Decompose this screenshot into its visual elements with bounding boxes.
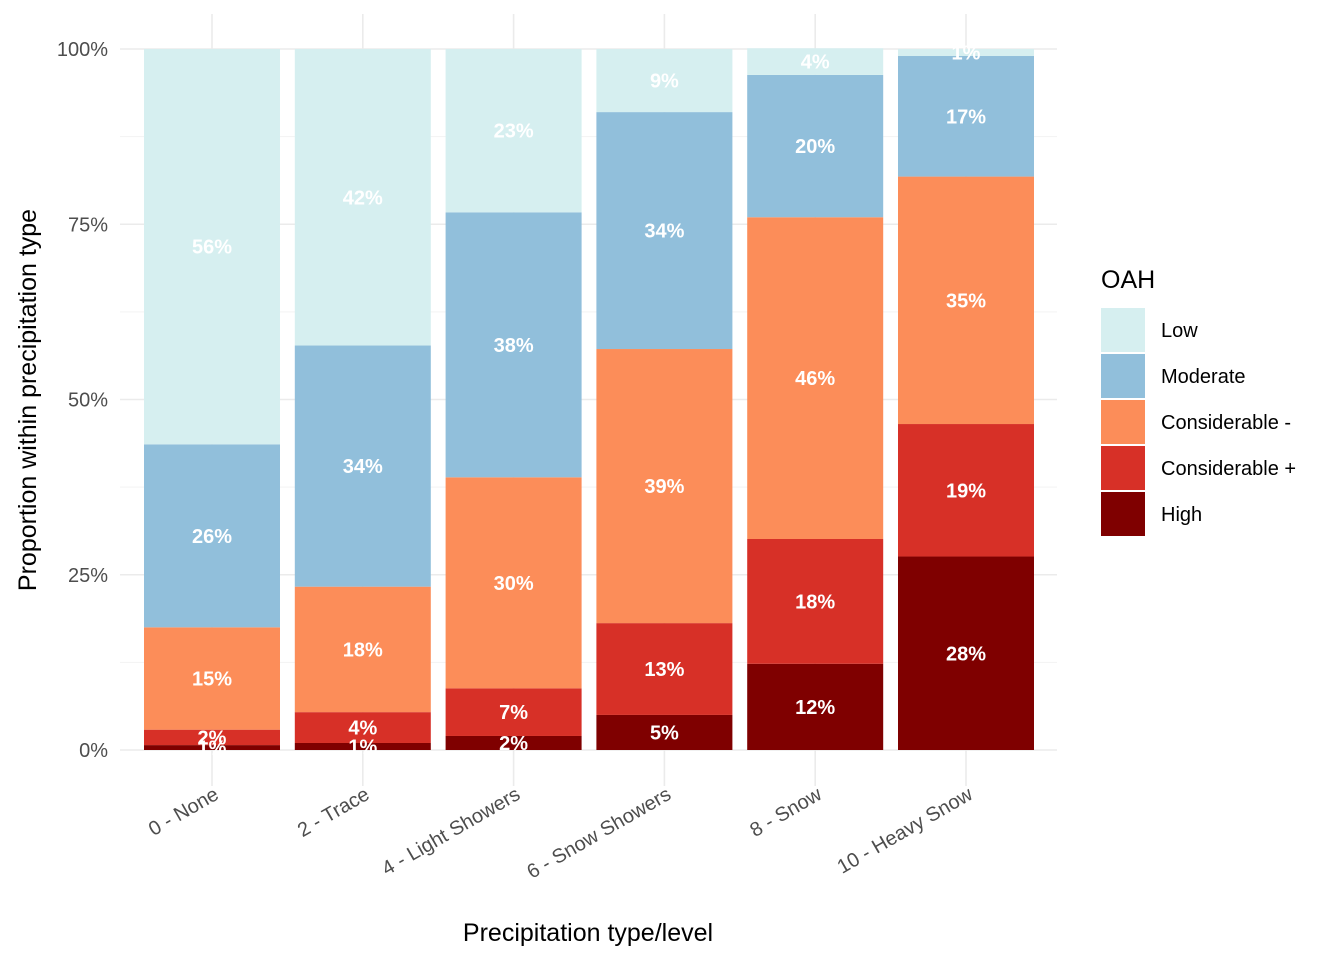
x-tick-label: 0 - None xyxy=(145,783,222,840)
bar-segment-high xyxy=(898,556,1034,750)
y-axis-ticks: 0% 25% 50% 75% 100% xyxy=(57,39,108,762)
bar-segment-low xyxy=(747,48,884,75)
segment-labels: 1%2%15%26%56%1%4%18%34%42%2%7%30%38%23%5… xyxy=(192,43,986,760)
x-tick-label: 6 - Snow Showers xyxy=(523,783,675,883)
data-label: 46% xyxy=(795,368,835,390)
bar-segment-low xyxy=(294,49,431,346)
legend-label: Moderate xyxy=(1161,366,1246,388)
y-tick-label: 100% xyxy=(57,39,108,61)
data-label: 56% xyxy=(192,237,232,259)
legend-key-considerable xyxy=(1101,400,1145,444)
data-label: 4% xyxy=(801,52,830,74)
data-label: 34% xyxy=(343,456,383,478)
data-label: 18% xyxy=(343,639,383,661)
legend-key-moderate xyxy=(1101,354,1145,398)
data-label: 5% xyxy=(650,722,679,744)
y-tick-label: 50% xyxy=(68,390,108,412)
bar-segment-considerable xyxy=(596,349,733,624)
bar-segment-considerable xyxy=(144,729,280,746)
data-label: 18% xyxy=(795,591,835,613)
data-label: 39% xyxy=(644,476,684,498)
bar-segment-moderate xyxy=(144,444,280,628)
data-label: 1% xyxy=(348,736,377,758)
data-label: 19% xyxy=(946,480,986,502)
data-label: 26% xyxy=(192,526,232,548)
bar-segment-high xyxy=(747,663,884,750)
bar-segment-moderate xyxy=(294,345,431,587)
bar-segment-high xyxy=(445,735,582,750)
bar-segment-considerable xyxy=(144,627,280,730)
bar-segment-considerable xyxy=(898,424,1034,557)
x-tick-label: 10 - Heavy Snow xyxy=(834,783,977,878)
legend-key-high xyxy=(1101,492,1145,536)
x-axis-ticks: 0 - None 2 - Trace 4 - Light Showers 6 - Sn… xyxy=(145,783,977,883)
data-label: 17% xyxy=(946,106,986,128)
legend-label: Considerable + xyxy=(1161,458,1296,480)
legend-title: OAH xyxy=(1101,266,1155,294)
y-tick-label: 25% xyxy=(68,565,108,587)
bar-segment-considerable xyxy=(445,688,582,736)
bar-segment-moderate xyxy=(445,212,582,478)
bar-segment-considerable xyxy=(445,477,582,689)
data-label: 1% xyxy=(952,43,981,65)
legend: OAH Low Moderate Considerable - Considerabl… xyxy=(1101,266,1296,536)
bar-segment-moderate xyxy=(898,56,1034,177)
bar-segment-moderate xyxy=(596,112,733,350)
bar-segment-low xyxy=(898,49,1034,57)
data-label: 4% xyxy=(348,718,377,740)
bar-segment-considerable xyxy=(596,623,733,715)
data-label: 34% xyxy=(644,221,684,243)
legend-key-considerable xyxy=(1101,446,1145,490)
bar-segment-low xyxy=(596,49,733,113)
bar-segment-considerable xyxy=(294,712,431,743)
bar-segment-high xyxy=(144,745,280,750)
legend-label: Low xyxy=(1161,320,1198,342)
x-tick-label: 2 - Trace xyxy=(294,783,373,842)
data-label: 12% xyxy=(795,697,835,719)
data-label: 1% xyxy=(198,738,227,760)
data-label: 20% xyxy=(795,136,835,158)
data-label: 38% xyxy=(494,335,534,357)
bar-segment-low xyxy=(445,49,582,213)
data-label: 30% xyxy=(494,573,534,595)
legend-label: High xyxy=(1161,504,1202,526)
bar-segment-considerable xyxy=(747,538,884,664)
data-label: 15% xyxy=(192,668,232,690)
data-label: 2% xyxy=(499,733,528,755)
x-tick-label: 4 - Light Showers xyxy=(378,783,524,880)
data-label: 2% xyxy=(198,727,227,749)
bar-segment-considerable xyxy=(747,217,884,539)
data-label: 42% xyxy=(343,187,383,209)
y-tick-label: 0% xyxy=(79,740,108,762)
data-label: 7% xyxy=(499,702,528,724)
legend-key-low xyxy=(1101,308,1145,352)
bar-segments xyxy=(144,48,1034,750)
bar-segment-considerable xyxy=(294,586,431,713)
bar-segment-considerable xyxy=(898,176,1034,425)
data-label: 9% xyxy=(650,71,679,93)
bar-segment-moderate xyxy=(747,74,884,218)
y-tick-label: 75% xyxy=(68,214,108,236)
bar-segment-high xyxy=(596,714,733,750)
data-label: 28% xyxy=(946,643,986,665)
data-label: 13% xyxy=(644,659,684,681)
data-label: 35% xyxy=(946,290,986,312)
x-tick-label: 8 - Snow xyxy=(746,783,826,842)
legend-label: Considerable - xyxy=(1161,412,1291,434)
data-label: 23% xyxy=(494,121,534,143)
y-axis-title: Proportion within precipitation type xyxy=(14,209,42,591)
bar-segment-high xyxy=(294,742,431,750)
x-axis-title: Precipitation type/level xyxy=(463,919,713,947)
bar-segment-low xyxy=(144,49,280,445)
